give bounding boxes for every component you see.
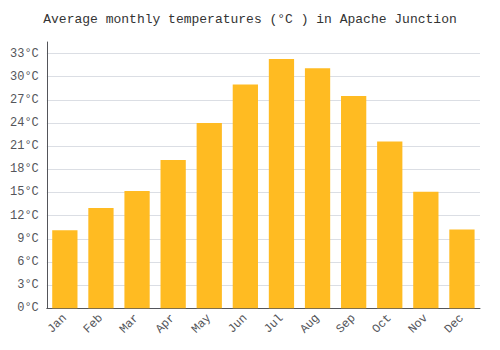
svg-text:30°C: 30°C [10,70,39,84]
svg-text:24°C: 24°C [10,116,39,130]
svg-text:Jun: Jun [225,311,250,336]
svg-text:18°C: 18°C [10,162,39,176]
svg-text:Mar: Mar [117,311,142,336]
svg-text:Dec: Dec [442,311,467,336]
svg-text:12°C: 12°C [10,209,39,223]
svg-text:21°C: 21°C [10,139,39,153]
svg-text:Average monthly temperatures (: Average monthly temperatures (°C ) in Ap… [43,12,456,27]
svg-text:Sep: Sep [333,311,358,336]
svg-text:15°C: 15°C [10,185,39,199]
svg-text:Apr: Apr [153,311,178,336]
svg-text:3°C: 3°C [17,278,39,292]
svg-text:Aug: Aug [297,311,322,336]
svg-text:Oct: Oct [370,311,395,336]
svg-text:Jul: Jul [261,311,286,336]
svg-text:Jan: Jan [45,311,70,336]
svg-text:33°C: 33°C [10,47,39,61]
svg-text:Feb: Feb [81,311,106,336]
svg-text:6°C: 6°C [17,255,39,269]
svg-text:May: May [189,311,214,336]
svg-text:Nov: Nov [406,311,431,336]
svg-text:9°C: 9°C [17,232,39,246]
svg-text:27°C: 27°C [10,93,39,107]
svg-text:0°C: 0°C [17,301,39,315]
